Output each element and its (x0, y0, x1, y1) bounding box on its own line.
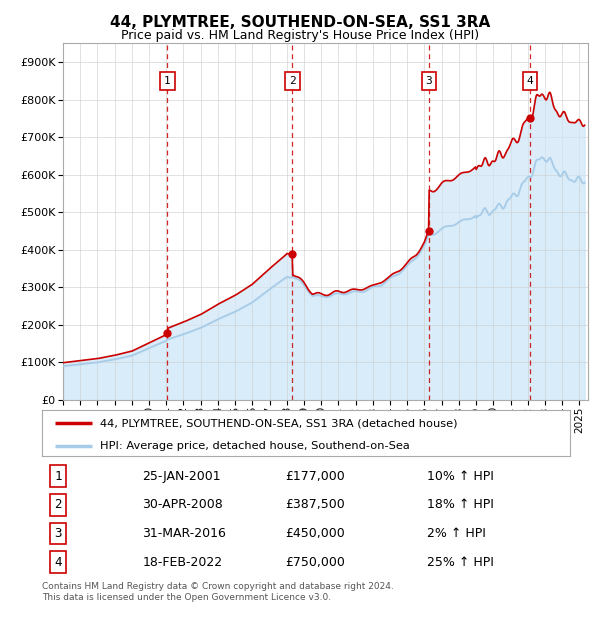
Text: £750,000: £750,000 (285, 556, 345, 569)
Text: Price paid vs. HM Land Registry's House Price Index (HPI): Price paid vs. HM Land Registry's House … (121, 30, 479, 42)
Text: 3: 3 (54, 527, 62, 540)
Text: £177,000: £177,000 (285, 470, 344, 483)
Text: 18-FEB-2022: 18-FEB-2022 (142, 556, 223, 569)
Text: 44, PLYMTREE, SOUTHEND-ON-SEA, SS1 3RA (detached house): 44, PLYMTREE, SOUTHEND-ON-SEA, SS1 3RA (… (100, 418, 458, 428)
Text: 25% ↑ HPI: 25% ↑ HPI (427, 556, 494, 569)
Text: 2: 2 (289, 76, 296, 86)
Text: 3: 3 (425, 76, 432, 86)
Text: 10% ↑ HPI: 10% ↑ HPI (427, 470, 494, 483)
Text: 2: 2 (54, 498, 62, 511)
Text: 2% ↑ HPI: 2% ↑ HPI (427, 527, 487, 540)
Text: 1: 1 (164, 76, 171, 86)
Text: £387,500: £387,500 (285, 498, 344, 511)
Text: £450,000: £450,000 (285, 527, 344, 540)
Text: 31-MAR-2016: 31-MAR-2016 (142, 527, 226, 540)
Text: 1: 1 (54, 470, 62, 483)
Text: 4: 4 (54, 556, 62, 569)
Text: 30-APR-2008: 30-APR-2008 (142, 498, 223, 511)
Text: HPI: Average price, detached house, Southend-on-Sea: HPI: Average price, detached house, Sout… (100, 441, 410, 451)
Text: 25-JAN-2001: 25-JAN-2001 (142, 470, 221, 483)
Text: 44, PLYMTREE, SOUTHEND-ON-SEA, SS1 3RA: 44, PLYMTREE, SOUTHEND-ON-SEA, SS1 3RA (110, 15, 490, 30)
Text: 18% ↑ HPI: 18% ↑ HPI (427, 498, 494, 511)
Text: 4: 4 (527, 76, 533, 86)
Text: Contains HM Land Registry data © Crown copyright and database right 2024.
This d: Contains HM Land Registry data © Crown c… (42, 582, 394, 603)
